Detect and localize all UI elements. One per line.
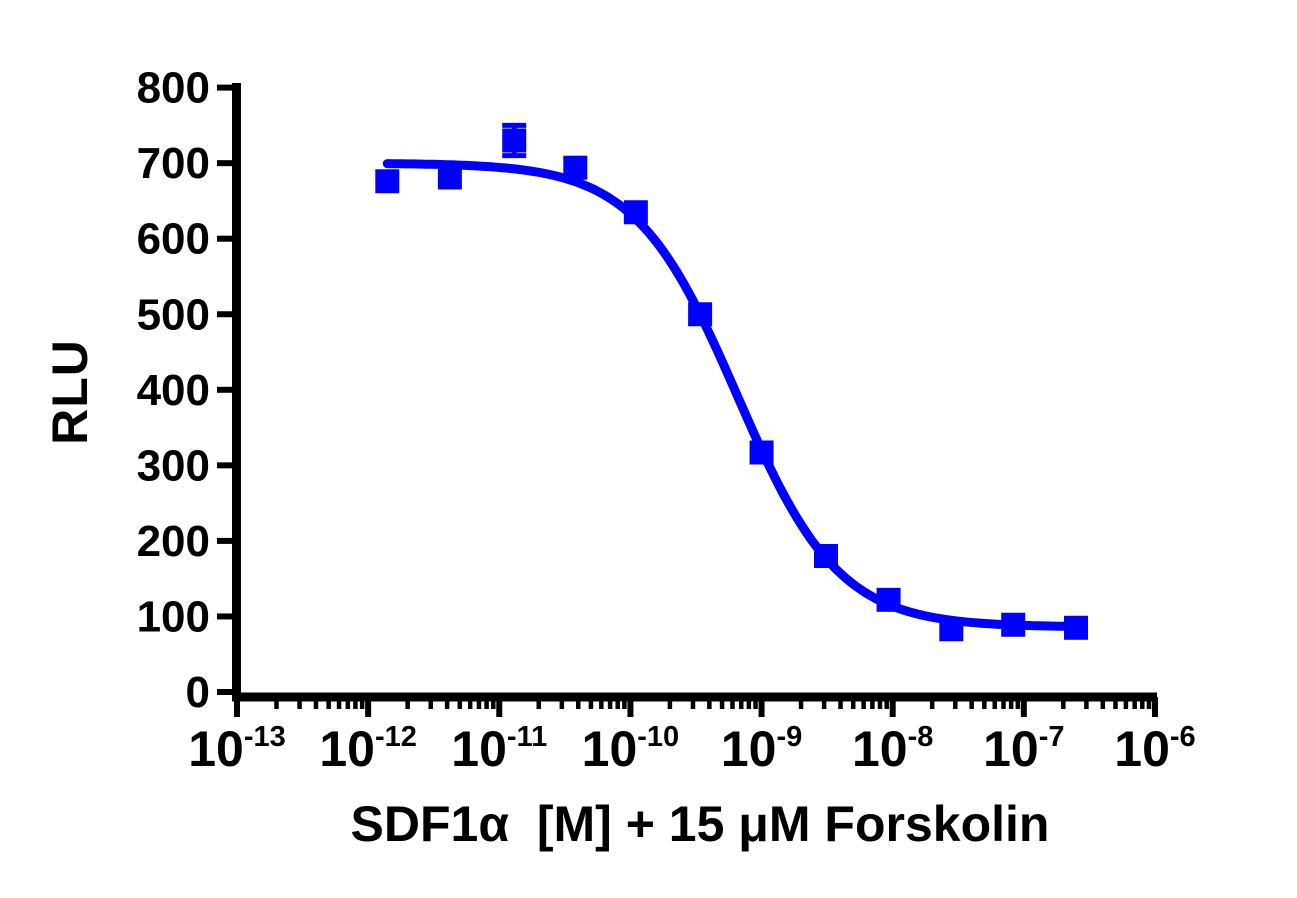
fit-curve-path (382, 159, 1083, 631)
data-point-square (563, 155, 588, 180)
x-tick-label: 10-12 (319, 721, 417, 777)
fit-curve (382, 159, 1083, 631)
y-tick-label: 700 (137, 139, 210, 188)
x-tick-label: 10-10 (582, 721, 680, 777)
data-point-square (813, 544, 838, 569)
data-point-square (375, 169, 400, 194)
y-tick-label: 500 (137, 290, 210, 339)
y-tick-label: 200 (137, 517, 210, 566)
data-point-square (1001, 612, 1026, 637)
y-tick-label: 300 (137, 441, 210, 490)
y-tick-label: 0 (186, 668, 210, 717)
y-axis: 0 100 200 300 400 500 600 700 800 (137, 64, 241, 717)
y-tick-label: 100 (137, 592, 210, 641)
x-tick-label: 10-7 (983, 721, 1064, 777)
data-point-square (939, 617, 964, 642)
y-tick-label: 400 (137, 366, 210, 415)
data-point-square (688, 302, 713, 327)
data-point-square (1064, 615, 1089, 640)
x-tick-label: 10-8 (852, 721, 933, 777)
data-point-square (502, 128, 527, 153)
y-tick-label: 600 (137, 215, 210, 264)
data-point-square (623, 200, 648, 225)
x-tick-label: 10-6 (1114, 721, 1195, 777)
x-tick-label: 10-11 (451, 721, 547, 777)
y-tick-label: 800 (137, 64, 210, 113)
data-points (375, 128, 1089, 642)
x-tick-label: 10-13 (188, 721, 286, 777)
data-point-square (749, 440, 774, 465)
data-point-square (437, 165, 462, 190)
data-point-square (876, 587, 901, 612)
x-tick-label: 10-9 (721, 721, 802, 777)
x-axis: 10-13 10-12 10-11 10-10 10-9 10-8 10-7 10-6 (188, 692, 1196, 777)
x-axis-title: SDF1α [M] + 15 μM Forskolin (350, 796, 1050, 852)
y-axis-title: RLU (42, 339, 98, 445)
